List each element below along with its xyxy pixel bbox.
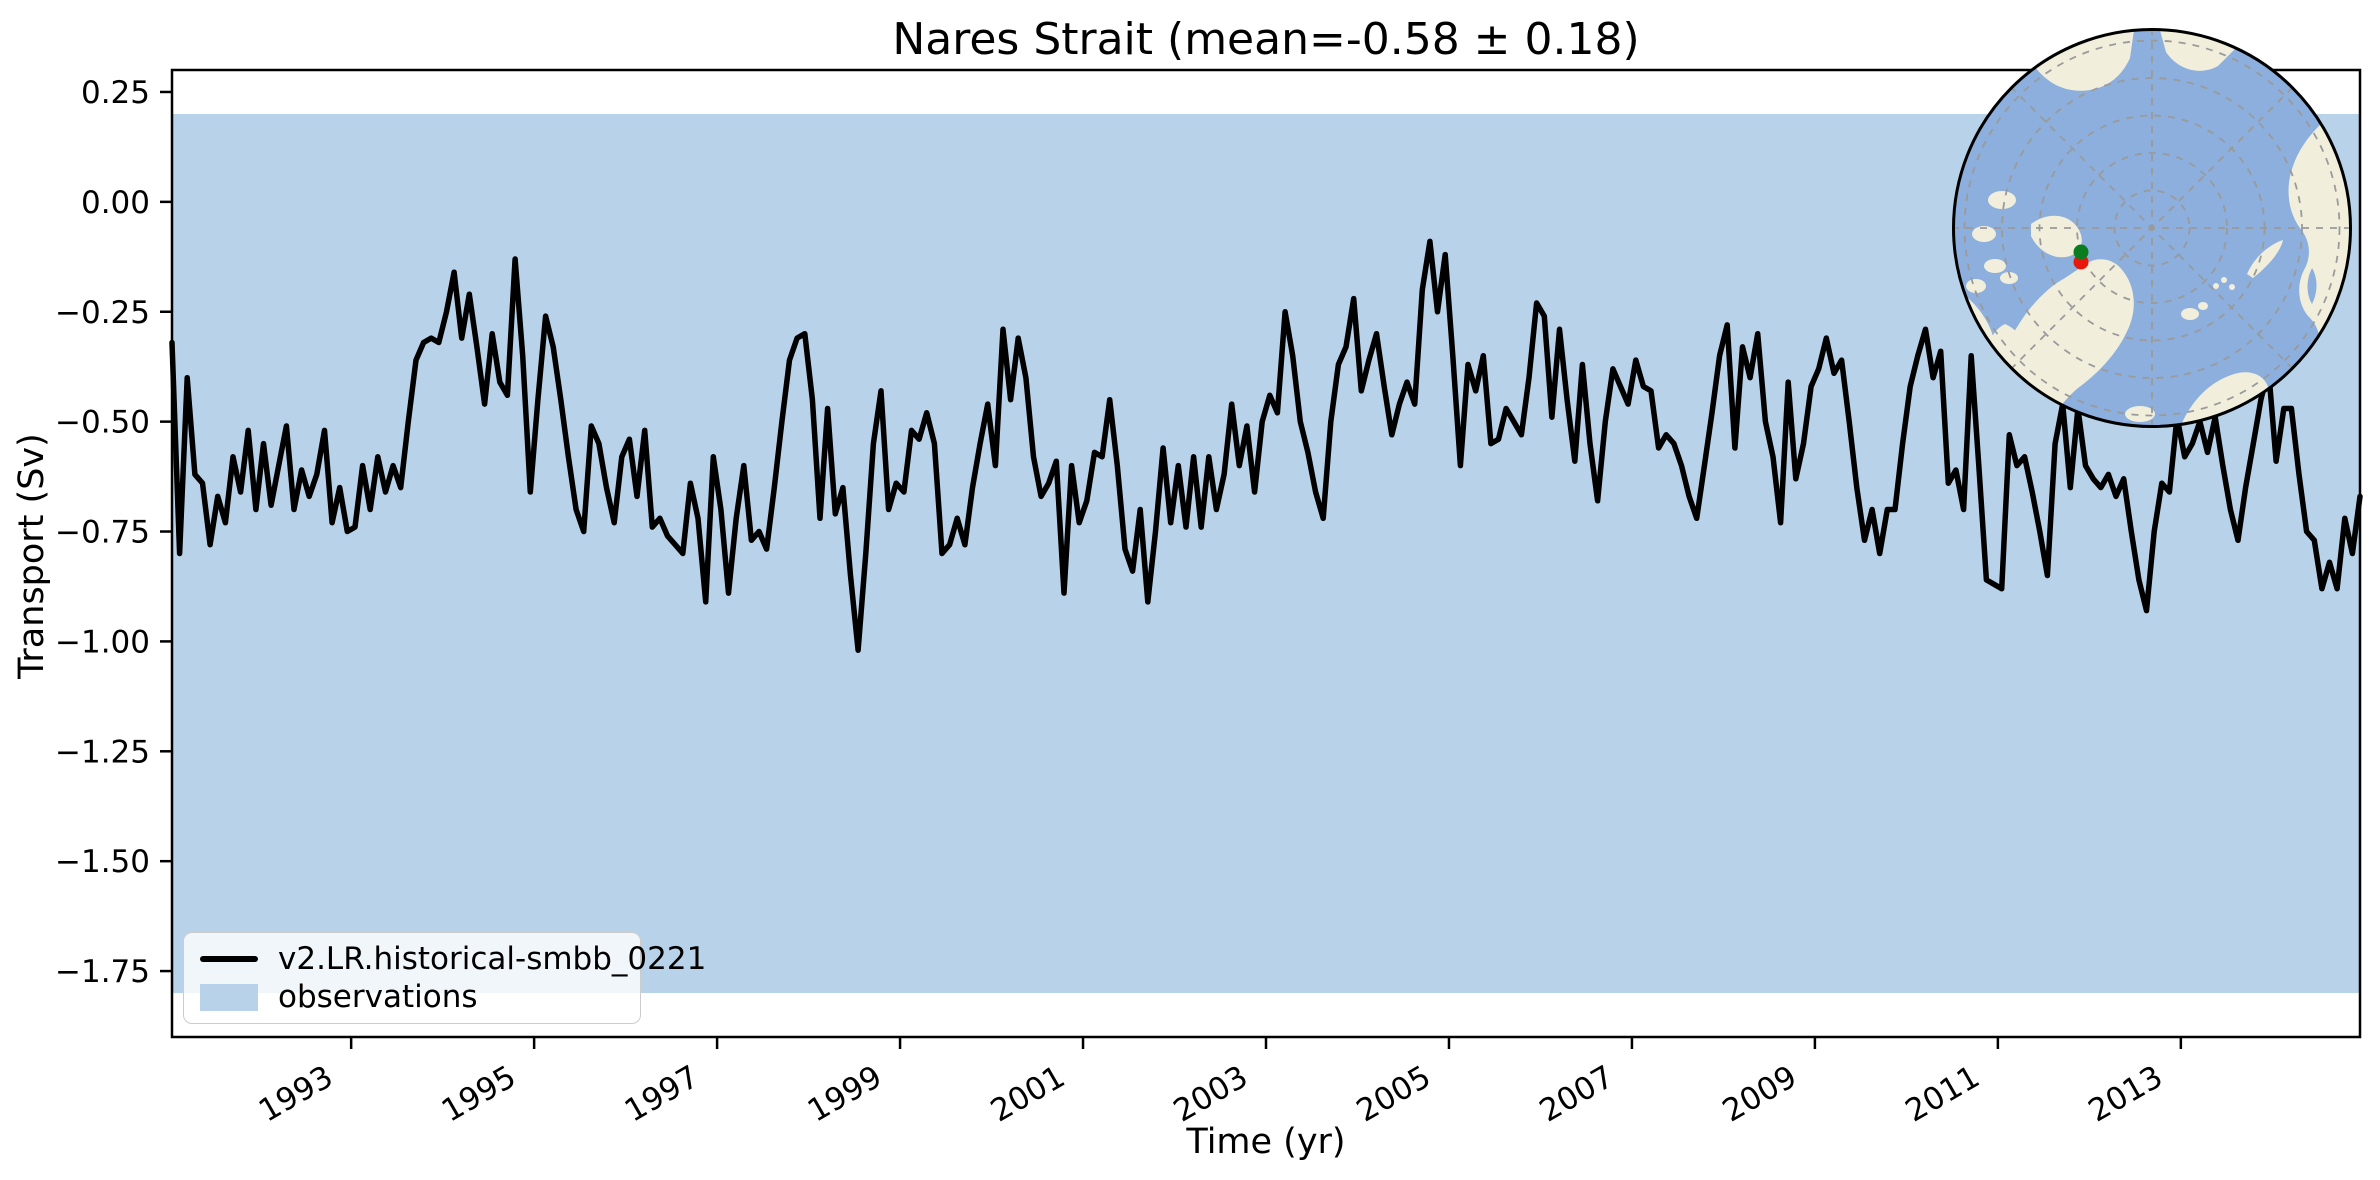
x-tick-label: 2013 bbox=[2083, 1059, 2169, 1130]
legend: v2.LR.historical-smbb_0221 observations bbox=[183, 932, 706, 1024]
y-tick-label: −0.50 bbox=[55, 405, 150, 441]
x-axis-label: Time (yr) bbox=[1186, 1122, 1346, 1162]
y-tick-label: 0.00 bbox=[81, 185, 150, 221]
x-tick-label: 1999 bbox=[802, 1059, 888, 1130]
model-transport-line bbox=[169, 238, 2363, 653]
strait-marker-model bbox=[2073, 244, 2089, 260]
x-tick-label: 2003 bbox=[1168, 1059, 1254, 1130]
x-tick-label: 2009 bbox=[1717, 1059, 1803, 1130]
observations-patch-swatch bbox=[200, 983, 258, 1011]
x-tick-label: 2001 bbox=[985, 1059, 1071, 1130]
map-graticule bbox=[1953, 29, 2351, 427]
legend-label-model: v2.LR.historical-smbb_0221 bbox=[278, 940, 707, 977]
y-tick-label: −1.75 bbox=[55, 954, 150, 990]
x-tick-label: 2005 bbox=[1351, 1059, 1437, 1130]
y-tick-label: −1.25 bbox=[55, 734, 150, 770]
legend-item-model: v2.LR.historical-smbb_0221 bbox=[200, 941, 706, 976]
x-tick-label: 1995 bbox=[436, 1059, 522, 1130]
x-tick-label: 2007 bbox=[1534, 1059, 1620, 1130]
legend-item-observations: observations bbox=[200, 980, 624, 1014]
x-tick-label: 1993 bbox=[253, 1059, 339, 1130]
chart-title: Nares Strait (mean=-0.58 ± 0.18) bbox=[892, 14, 1640, 65]
y-axis-label: Transport (Sv) bbox=[12, 433, 52, 679]
y-tick-label: −1.00 bbox=[55, 624, 150, 660]
x-tick-label: 1997 bbox=[619, 1059, 705, 1130]
arctic-inset-map bbox=[1952, 28, 2352, 428]
x-tick-label: 2011 bbox=[1900, 1059, 1986, 1130]
legend-label-observations: observations bbox=[278, 979, 478, 1016]
y-tick-label: −0.25 bbox=[55, 295, 150, 331]
model-line-swatch bbox=[200, 955, 258, 962]
axes-spines bbox=[170, 68, 2362, 1039]
map-border bbox=[1952, 28, 2352, 428]
y-tick-label: −1.50 bbox=[55, 844, 150, 880]
y-tick-label: −0.75 bbox=[55, 515, 150, 551]
y-tick-label: 0.25 bbox=[81, 75, 150, 111]
